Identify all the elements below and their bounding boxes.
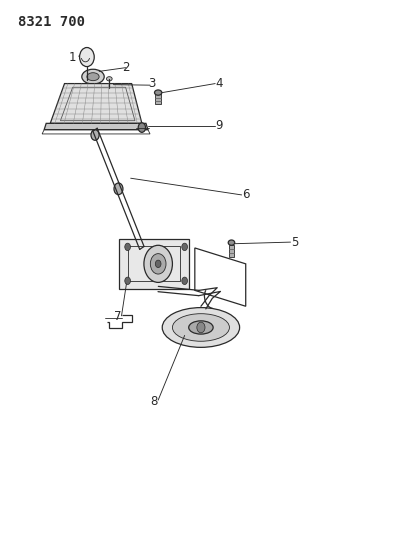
Ellipse shape: [154, 90, 162, 95]
Text: 1: 1: [69, 51, 76, 63]
Circle shape: [181, 243, 187, 251]
Ellipse shape: [162, 308, 239, 348]
Circle shape: [124, 243, 130, 251]
Text: 7: 7: [113, 310, 121, 324]
Ellipse shape: [82, 69, 104, 84]
Polygon shape: [155, 93, 161, 104]
Circle shape: [91, 130, 99, 140]
Ellipse shape: [106, 77, 112, 81]
Text: 3: 3: [148, 77, 155, 90]
Polygon shape: [44, 123, 148, 130]
Ellipse shape: [188, 321, 213, 334]
Circle shape: [79, 47, 94, 67]
Circle shape: [181, 277, 187, 285]
Text: 8321 700: 8321 700: [18, 14, 85, 29]
Polygon shape: [50, 84, 142, 123]
Circle shape: [155, 260, 161, 268]
Polygon shape: [228, 245, 234, 257]
Circle shape: [196, 322, 204, 333]
Text: 5: 5: [290, 236, 298, 249]
Ellipse shape: [228, 240, 234, 245]
Circle shape: [144, 245, 172, 282]
Circle shape: [124, 277, 130, 285]
Text: 9: 9: [215, 119, 222, 133]
Text: 2: 2: [121, 61, 129, 74]
Circle shape: [150, 254, 166, 274]
Text: 8: 8: [150, 395, 157, 408]
Text: 6: 6: [241, 189, 249, 201]
Text: 4: 4: [215, 77, 222, 90]
Circle shape: [138, 123, 145, 132]
Ellipse shape: [172, 314, 229, 341]
Ellipse shape: [87, 72, 99, 80]
Circle shape: [114, 183, 123, 195]
Polygon shape: [119, 239, 188, 289]
